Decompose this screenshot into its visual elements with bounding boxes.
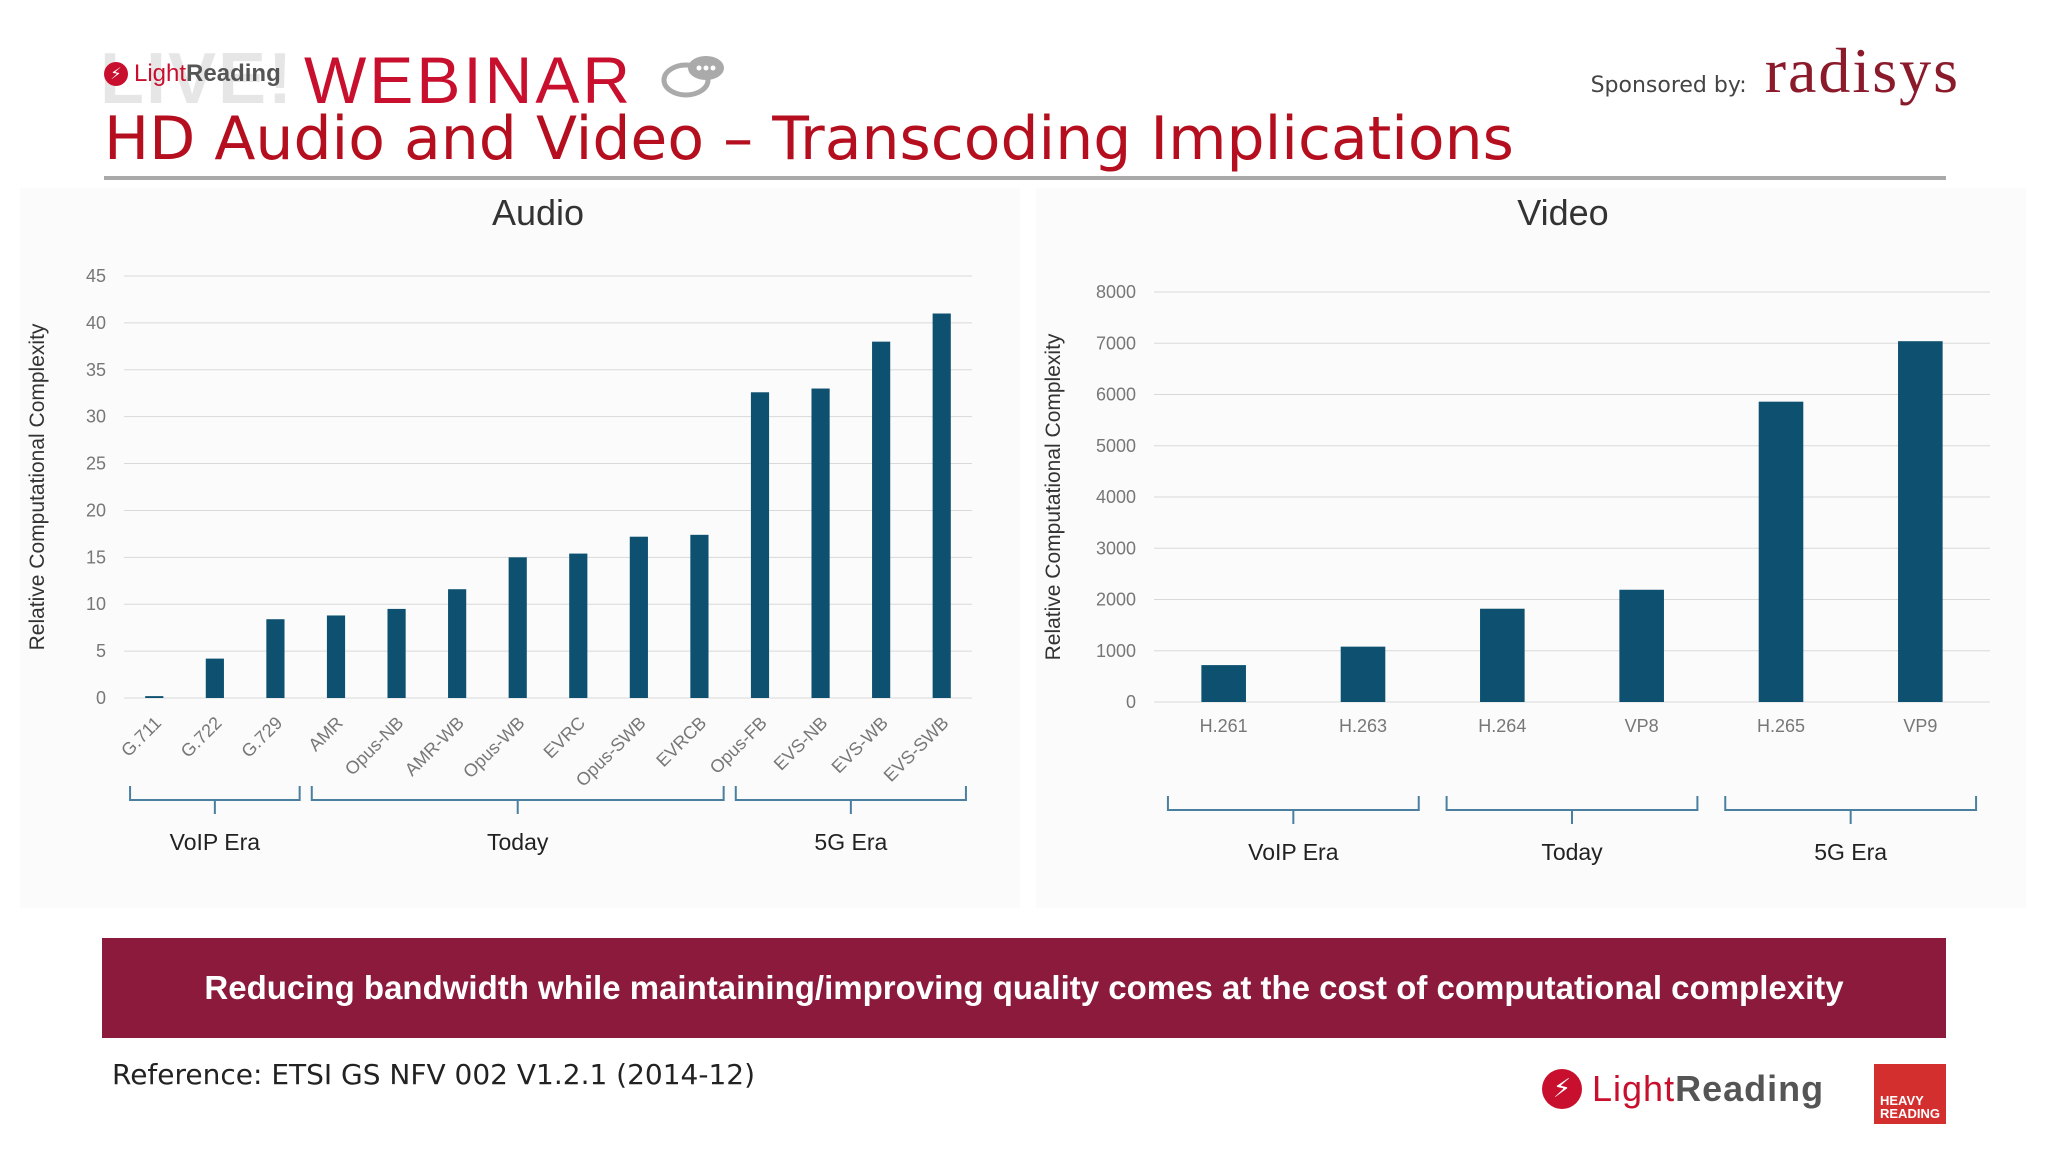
y-tick-label: 4000 xyxy=(1096,487,1136,507)
live-ghost-text: LIVE! xyxy=(100,39,295,119)
x-tick-label: H.263 xyxy=(1339,716,1387,736)
lightreading-footer-logo: ⚡ LightReading xyxy=(1542,1068,1824,1110)
x-tick-label: G.711 xyxy=(117,713,165,761)
era-label: Today xyxy=(487,829,549,855)
webinar-text: WEBINAR xyxy=(304,43,634,117)
bar-h-261 xyxy=(1201,665,1246,702)
bar-opus-fb xyxy=(750,392,770,698)
x-tick-label: Opus-WB xyxy=(459,713,528,782)
y-tick-label: 40 xyxy=(86,313,106,333)
x-tick-label: EVRC xyxy=(540,713,590,763)
x-tick-label: G.729 xyxy=(237,713,286,762)
bar-g-729 xyxy=(266,619,285,698)
lightreading-small-text: LightReading xyxy=(134,60,281,87)
bar-h-263 xyxy=(1340,646,1386,702)
x-tick-label: VP8 xyxy=(1625,716,1659,736)
audio-chart-title: Audio xyxy=(491,192,585,233)
lightning-icon: ⚡ xyxy=(104,62,128,86)
bar-g-722 xyxy=(205,658,224,698)
era-label: VoIP Era xyxy=(170,829,261,855)
lightreading-footer-text: LightReading xyxy=(1592,1068,1825,1109)
x-tick-label: VP9 xyxy=(1903,716,1937,736)
y-tick-label: 6000 xyxy=(1096,385,1136,405)
heavy-reading-logo: HEAVY READING xyxy=(1874,1064,1946,1124)
bar-vp8 xyxy=(1619,589,1664,702)
x-tick-label: H.265 xyxy=(1757,716,1805,736)
video-chart-panel: Video 0 1000 2000 3000 4000 5000 6000 7000 8000 R… xyxy=(1036,188,2026,908)
y-tick-label: 15 xyxy=(86,547,106,567)
y-tick-label: 8000 xyxy=(1096,282,1136,302)
bar-evs-nb xyxy=(811,388,830,698)
y-tick-label: 20 xyxy=(86,500,106,520)
x-tick-label: Opus-FB xyxy=(706,713,771,778)
audio-chart-panel: Audio 0 5 10 15 20 25 30 35 40 45 Relative Computa… xyxy=(20,188,1020,908)
video-bar-chart: 0 1000 2000 3000 4000 5000 6000 7000 8000 Relativ… xyxy=(1042,282,1990,865)
y-axis-label: Relative Computational Complexity xyxy=(1042,333,1065,660)
sponsor-block: Sponsored by: radisys xyxy=(1591,34,1960,108)
takeaway-text: Reducing bandwidth while maintaining/imp… xyxy=(204,969,1844,1006)
x-tick-label: Opus-NB xyxy=(341,713,407,779)
bar-amr-wb xyxy=(448,589,467,698)
y-tick-label: 1000 xyxy=(1096,641,1136,661)
era-bracket xyxy=(1445,796,1699,824)
x-tick-label: H.264 xyxy=(1478,716,1526,736)
x-tick-label: EVS-NB xyxy=(770,713,832,775)
x-tick-label: G.722 xyxy=(177,713,226,762)
y-tick-label: 0 xyxy=(96,688,106,708)
era-bracket xyxy=(310,786,725,814)
y-tick-label: 10 xyxy=(86,594,106,614)
bar-evrcb xyxy=(690,534,709,698)
y-tick-label: 35 xyxy=(86,360,106,380)
era-bracket xyxy=(1166,796,1420,824)
page-title: HD Audio and Video – Transcoding Implica… xyxy=(104,104,1514,174)
y-tick-label: 5 xyxy=(96,641,106,661)
bar-g-711 xyxy=(145,696,164,698)
y-tick-label: 0 xyxy=(1126,692,1136,712)
era-bracket xyxy=(734,786,967,814)
bar-evrc xyxy=(569,553,588,698)
x-tick-label: EVRCB xyxy=(652,713,710,771)
era-label: Today xyxy=(1541,839,1603,865)
era-bracket xyxy=(1724,796,1978,824)
era-label: VoIP Era xyxy=(1248,839,1339,865)
era-label: 5G Era xyxy=(1814,839,1887,865)
bar-amr xyxy=(326,615,346,698)
y-tick-label: 25 xyxy=(86,454,106,474)
reference-citation: Reference: ETSI GS NFV 002 V1.2.1 (2014-… xyxy=(112,1058,756,1091)
era-label: 5G Era xyxy=(814,829,887,855)
takeaway-banner: Reducing bandwidth while maintaining/imp… xyxy=(102,938,1946,1038)
bar-h-264 xyxy=(1480,608,1525,702)
webinar-logo: LIVE! ⚡ LightReading WEBINAR xyxy=(100,39,744,119)
y-tick-label: 45 xyxy=(86,266,106,286)
title-divider xyxy=(104,176,1946,180)
bar-opus-swb xyxy=(629,536,648,698)
y-tick-label: 30 xyxy=(86,407,106,427)
bar-opus-nb xyxy=(387,608,406,698)
x-tick-label: AMR-WB xyxy=(401,713,468,780)
y-axis-label: Relative Computational Complexity xyxy=(26,323,49,650)
y-tick-label: 3000 xyxy=(1096,538,1136,558)
bar-h-265 xyxy=(1758,401,1804,702)
era-bracket xyxy=(129,786,301,814)
bar-opus-wb xyxy=(508,557,527,698)
sponsor-label: Sponsored by: xyxy=(1590,73,1747,98)
y-tick-label: 7000 xyxy=(1096,333,1136,353)
x-tick-label: H.261 xyxy=(1200,716,1248,736)
bar-vp9 xyxy=(1898,341,1943,702)
bar-evs-swb xyxy=(932,313,951,698)
x-tick-label: AMR xyxy=(304,713,346,755)
bar-evs-wb xyxy=(872,341,891,698)
sponsor-logo: radisys xyxy=(1764,35,1960,106)
audio-bar-chart: 0 5 10 15 20 25 30 35 40 45 Relative Computational… xyxy=(26,266,972,855)
lightreading-small-logo: ⚡ LightReading xyxy=(104,60,281,88)
chat-bubble-icon xyxy=(661,56,724,98)
lightning-icon: ⚡ xyxy=(1542,1069,1582,1109)
x-tick-label: EVS-SWB xyxy=(880,713,953,786)
y-tick-label: 2000 xyxy=(1096,590,1136,610)
video-chart-title: Video xyxy=(1517,192,1609,233)
y-tick-label: 5000 xyxy=(1096,436,1136,456)
